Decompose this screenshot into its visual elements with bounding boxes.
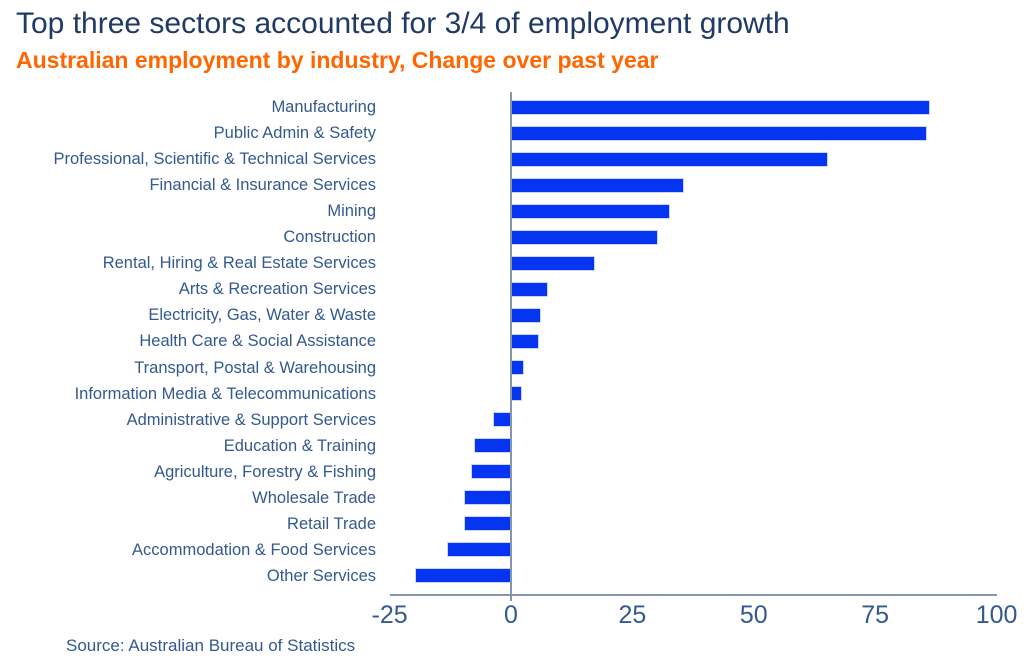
category-label: Electricity, Gas, Water & Waste (148, 306, 376, 325)
page-title: Top three sectors accounted for 3/4 of e… (16, 7, 790, 40)
bar (472, 465, 511, 479)
category-label: Retail Trade (287, 514, 376, 533)
x-tick-label: 0 (504, 601, 518, 629)
category-label: Rental, Hiring & Real Estate Services (102, 254, 376, 273)
category-label: Information Media & Telecommunications (74, 384, 376, 403)
bar (511, 100, 929, 114)
category-label: Accommodation & Food Services (132, 540, 376, 559)
bar (464, 517, 511, 531)
category-label: Public Admin & Safety (213, 124, 376, 143)
chart-subtitle: Australian employment by industry, Chang… (16, 47, 659, 73)
bar (511, 178, 684, 192)
category-label: Other Services (266, 566, 376, 585)
x-tick-label: 50 (739, 601, 768, 629)
category-label: Construction (283, 228, 376, 247)
x-axis-line (389, 594, 997, 596)
category-label: Arts & Recreation Services (178, 280, 376, 299)
category-label: Transport, Postal & Warehousing (134, 358, 376, 377)
source-note: Source: Australian Bureau of Statistics (66, 636, 356, 655)
category-label: Professional, Scientific & Technical Ser… (53, 150, 376, 169)
bar (511, 152, 827, 166)
bar (511, 204, 669, 218)
category-label: Health Care & Social Assistance (139, 332, 376, 351)
x-tick-label: 25 (618, 601, 647, 629)
category-label: Financial & Insurance Services (149, 176, 376, 195)
bar (464, 491, 511, 505)
bar (447, 543, 511, 557)
bar (511, 334, 538, 348)
bar (511, 282, 548, 296)
x-tick-label: -25 (371, 601, 408, 629)
bar (511, 387, 521, 401)
bar (494, 413, 511, 427)
x-tick-label: 75 (861, 601, 890, 629)
bar (511, 230, 657, 244)
bar (511, 126, 927, 140)
category-label: Wholesale Trade (252, 488, 376, 507)
zero-baseline (510, 92, 512, 601)
category-label: Administrative & Support Services (126, 410, 376, 429)
x-tick-label: 100 (975, 601, 1018, 629)
category-label: Mining (327, 202, 376, 221)
category-label: Agriculture, Forestry & Fishing (154, 462, 376, 481)
bar (511, 361, 524, 375)
category-label: Education & Training (223, 436, 376, 455)
bar (474, 439, 511, 453)
bar (416, 569, 511, 583)
bar (511, 256, 594, 270)
category-label: Manufacturing (271, 98, 376, 116)
bar (511, 308, 541, 322)
